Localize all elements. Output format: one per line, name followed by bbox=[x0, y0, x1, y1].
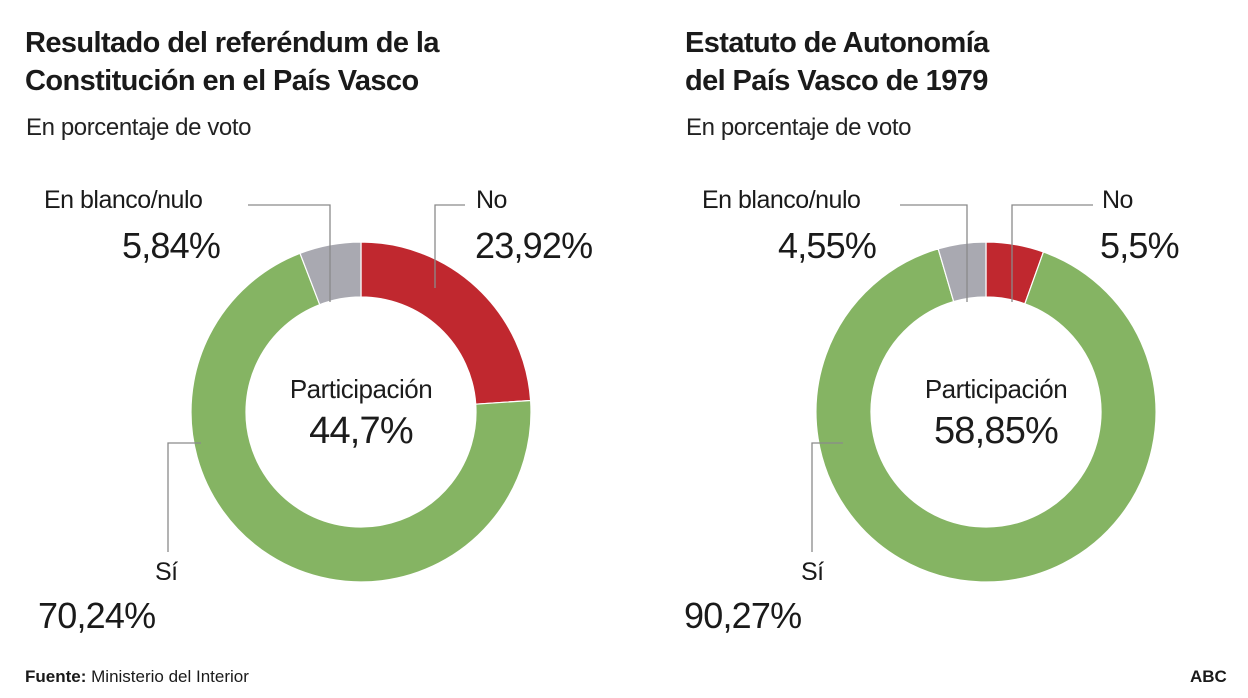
chart2-title-line1: Estatuto de Autonomía bbox=[685, 27, 989, 59]
chart1-center-value: 44,7% bbox=[309, 410, 414, 452]
chart1-title: Resultado del referéndum de la Constituc… bbox=[25, 24, 439, 100]
chart2-leader-no bbox=[1011, 204, 1093, 302]
chart1-subtitle: En porcentaje de voto bbox=[26, 114, 252, 141]
chart1-value-si: 70,24% bbox=[38, 595, 156, 636]
chart2-leader-blank bbox=[900, 204, 968, 302]
brand-logo: ABC bbox=[1190, 667, 1227, 686]
chart2-subtitle: En porcentaje de voto bbox=[686, 114, 912, 141]
chart1-leader-si bbox=[167, 442, 201, 552]
chart2-label-no: No bbox=[1102, 186, 1133, 214]
chart2-slice-en-blanco-nulo bbox=[937, 241, 987, 303]
chart1-slice-s- bbox=[190, 252, 532, 583]
chart1-value-no: 23,92% bbox=[475, 225, 593, 266]
chart2-label-blank: En blanco/nulo bbox=[702, 186, 861, 214]
chart1-title-line2: Constitución en el País Vasco bbox=[25, 65, 419, 97]
chart2-title: Estatuto de Autonomía del País Vasco de … bbox=[685, 24, 989, 100]
source-label: Fuente: bbox=[25, 667, 87, 686]
chart2-value-blank: 4,55% bbox=[778, 225, 877, 266]
chart2-center-label: Participación bbox=[924, 374, 1068, 404]
chart2-title-line2: del País Vasco de 1979 bbox=[685, 65, 988, 97]
chart2-donut bbox=[815, 241, 1157, 583]
chart1-label-blank: En blanco/nulo bbox=[44, 186, 203, 214]
chart1-leader-blank bbox=[248, 204, 331, 302]
chart1-label-si: Sí bbox=[155, 558, 178, 586]
chart1-label-no: No bbox=[476, 186, 507, 214]
source-name: Ministerio del Interior bbox=[91, 667, 249, 686]
chart1-leader-no bbox=[434, 204, 465, 288]
chart2-label-si: Sí bbox=[801, 558, 824, 586]
chart2-center-value: 58,85% bbox=[933, 410, 1059, 452]
chart1-value-blank: 5,84% bbox=[122, 225, 221, 266]
chart1-center-label: Participación bbox=[289, 374, 433, 404]
source-note: Fuente: Ministerio del Interior bbox=[25, 667, 249, 687]
chart2-value-no: 5,5% bbox=[1100, 225, 1180, 266]
chart1-title-line1: Resultado del referéndum de la bbox=[25, 27, 439, 59]
chart2-leader-si bbox=[811, 442, 843, 552]
chart2-value-si: 90,27% bbox=[684, 595, 802, 636]
chart2-slice-s- bbox=[815, 248, 1157, 583]
